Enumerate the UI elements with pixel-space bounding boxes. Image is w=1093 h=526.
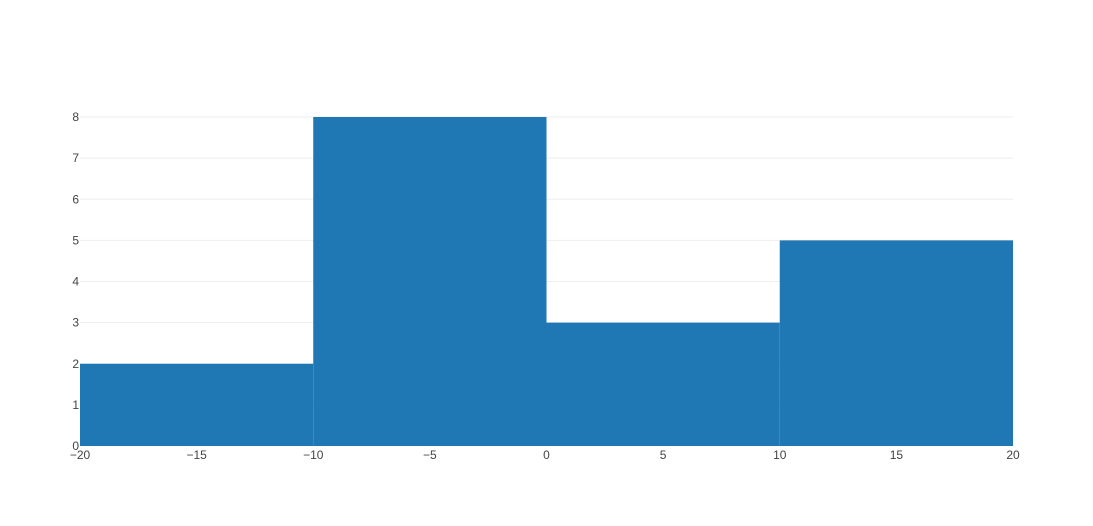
x-tick-label: 10	[773, 448, 787, 462]
histogram-bar	[779, 240, 1013, 446]
x-tick-label: 5	[660, 448, 667, 462]
x-tick-label: −20	[70, 448, 91, 462]
y-tick-label: 5	[72, 233, 79, 247]
x-tick-label: −5	[423, 448, 437, 462]
histogram-bar	[313, 117, 547, 446]
y-tick-label: 4	[72, 275, 79, 289]
x-tick-label: 0	[543, 448, 550, 462]
x-tick-label: 15	[890, 448, 904, 462]
y-tick-label: 1	[72, 398, 79, 412]
x-tick-label: −15	[186, 448, 207, 462]
y-tick-label: 2	[72, 357, 79, 371]
y-tick-label: 6	[72, 192, 79, 206]
y-axis-tick-labels: 0 1 2 3 4 5 6 7 8	[72, 110, 79, 453]
histogram-bar	[546, 322, 780, 446]
x-tick-label: 20	[1006, 448, 1020, 462]
histogram-bars	[80, 117, 1013, 446]
y-tick-label: 7	[72, 151, 79, 165]
histogram-bar	[80, 363, 314, 446]
y-tick-label: 3	[72, 316, 79, 330]
x-tick-label: −10	[303, 448, 324, 462]
y-tick-label: 8	[72, 110, 79, 124]
x-axis-tick-labels: −20 −15 −10 −5 0 5 10 15 20	[70, 448, 1020, 462]
y-tick-label: 0	[72, 439, 79, 453]
